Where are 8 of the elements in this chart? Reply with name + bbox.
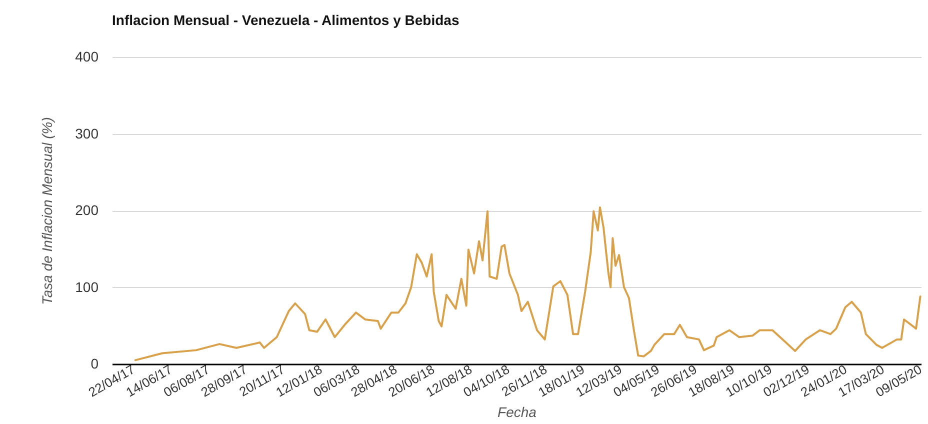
y-tick-label: 300	[75, 125, 99, 142]
y-tick-label: 100	[75, 278, 99, 295]
x-axis-title: Fecha	[498, 404, 537, 420]
y-axis-title: Tasa de Inflacion Mensual (%)	[39, 117, 56, 305]
line-series	[134, 206, 922, 362]
chart-title: Inflacion Mensual - Venezuela - Alimentos y Bebidas	[112, 12, 460, 28]
y-tick-label: 400	[75, 48, 99, 64]
y-tick-label: 200	[75, 202, 99, 218]
